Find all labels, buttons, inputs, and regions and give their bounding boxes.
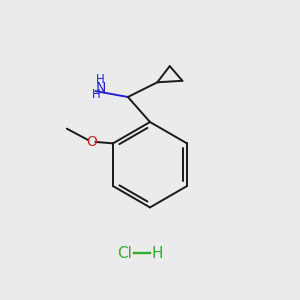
Text: H: H (152, 246, 163, 261)
Text: O: O (86, 135, 97, 149)
Text: H: H (92, 88, 100, 101)
Text: Cl: Cl (118, 246, 132, 261)
Text: N: N (96, 81, 106, 95)
Text: H: H (96, 74, 104, 86)
